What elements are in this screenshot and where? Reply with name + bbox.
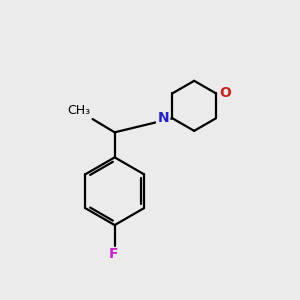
Text: CH₃: CH₃ xyxy=(67,104,90,117)
Text: O: O xyxy=(219,86,231,100)
Text: O: O xyxy=(219,86,231,100)
Text: F: F xyxy=(108,247,118,261)
Text: N: N xyxy=(157,111,169,125)
Text: N: N xyxy=(157,111,169,125)
